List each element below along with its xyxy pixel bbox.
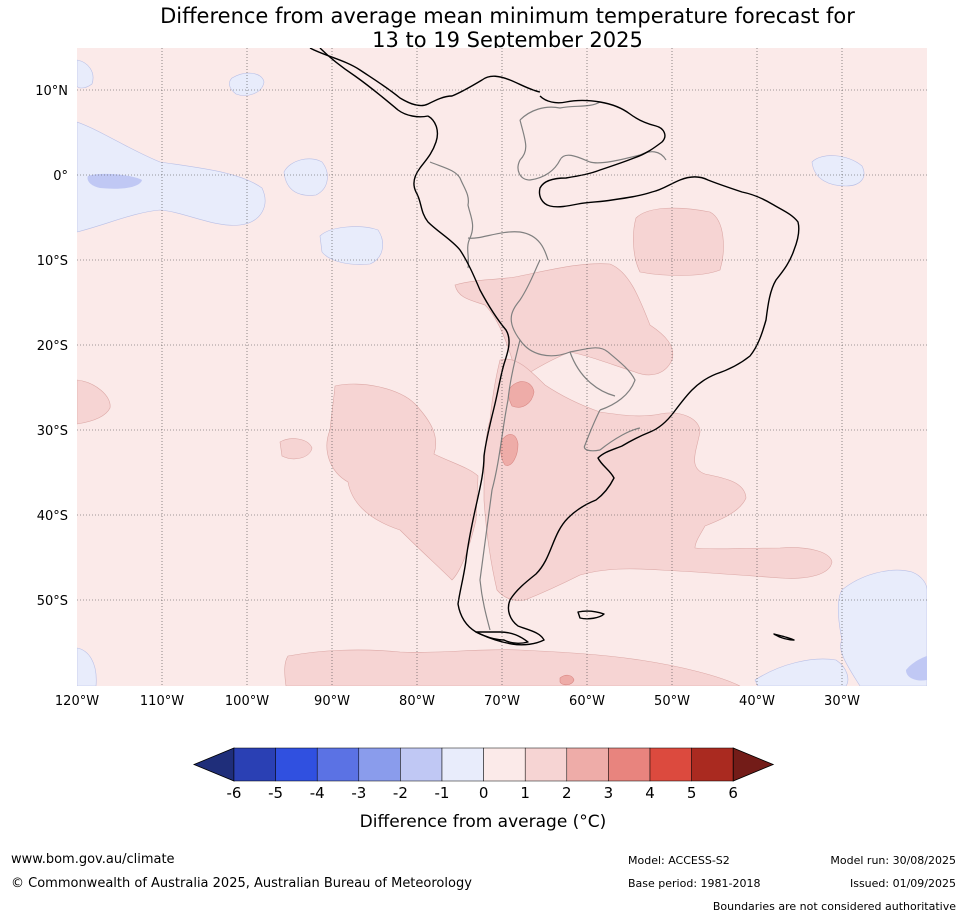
lon-label: 80°W: [399, 694, 435, 709]
colorbar-tick-label: -6: [227, 784, 242, 802]
cool-region-moderate-atlantic: [906, 656, 927, 681]
colorbar-swatch: [316, 747, 360, 782]
footer-model: Model: ACCESS-S2: [628, 854, 730, 867]
footer-model-run: Model run: 30/08/2025: [830, 854, 956, 867]
colorbar-tick-label: -3: [351, 784, 366, 802]
colorbar-extend-low: [192, 747, 235, 782]
lon-label: 100°W: [225, 694, 269, 709]
cool-region-pacific-north: [77, 59, 94, 89]
colorbar-tick-label: -1: [435, 784, 450, 802]
central-america-pacific-coast: [319, 48, 429, 118]
warm-region-southern-ocean: [284, 649, 741, 686]
warm-region-southeast-pacific: [326, 383, 479, 581]
lat-label: 10°N: [35, 84, 68, 99]
lon-label: 110°W: [140, 694, 184, 709]
latitude-labels: 10°N 0° 10°S 20°S 30°S 40°S 50°S: [35, 84, 68, 609]
colorbar-tick-label: 5: [687, 784, 697, 802]
cool-region-southeast-pacific: [77, 647, 97, 686]
warm-region-east-brazil: [633, 207, 724, 276]
colorbar-swatch: [441, 747, 484, 782]
colorbar-tick-label: 4: [645, 784, 655, 802]
colorbar-title: Difference from average (°C): [360, 812, 607, 832]
cool-region-small-north: [229, 72, 265, 96]
below-average-regions: [77, 59, 927, 686]
colorbar-swatch: [566, 747, 609, 782]
colorbar-swatch: [691, 747, 734, 782]
map-title-line1: Difference from average mean minimum tem…: [160, 4, 855, 28]
warm-region-pacific-west: [77, 379, 111, 425]
lon-label: 40°W: [739, 694, 775, 709]
lat-label: 0°: [53, 169, 68, 184]
map-panel: [77, 48, 927, 686]
moderate-cool-regions: [87, 173, 927, 681]
footer-disclaimer: Boundaries are not considered authoritat…: [712, 900, 956, 913]
colorbar-tick-label: 1: [520, 784, 530, 802]
cool-region-galapagos: [283, 158, 328, 196]
footer-base-period: Base period: 1981-2018: [628, 877, 761, 890]
footer-copyright: © Commonwealth of Australia 2025, Austra…: [11, 876, 472, 891]
cool-region-southwest-atlantic: [754, 658, 849, 686]
colorbar-swatch: [608, 747, 651, 782]
colorbar-swatch: [524, 747, 568, 782]
colorbar-tick-label: 3: [604, 784, 614, 802]
lon-label: 50°W: [654, 694, 690, 709]
falkland-islands-coast: [577, 610, 605, 620]
warm-region-andes-south: [500, 434, 519, 466]
cool-region-moderate-pacific: [87, 173, 142, 189]
cool-region-south-atlantic: [837, 569, 927, 686]
colorbar-tick-label: -2: [393, 784, 408, 802]
lat-label: 50°S: [37, 594, 68, 609]
country-borders: [429, 101, 667, 631]
warm-region-central-south-america: [454, 263, 674, 381]
colorbar-swatch: [483, 747, 526, 782]
map-title: Difference from average mean minimum tem…: [0, 4, 965, 52]
cool-region-atlantic-north: [811, 155, 865, 187]
tierra-del-fuego-coast: [475, 631, 529, 645]
colorbar-tick-label: 0: [479, 784, 489, 802]
cool-region-offshore-peru: [319, 226, 383, 265]
lat-label: 40°S: [37, 509, 68, 524]
south-america-coast: [413, 95, 800, 646]
footer-issued: Issued: 01/09/2025: [849, 877, 956, 890]
colorbar-tick-label: -4: [310, 784, 325, 802]
colorbar-tick-label: 2: [562, 784, 572, 802]
cool-region-eastern-pacific: [77, 121, 266, 233]
south-georgia-coast: [773, 633, 795, 641]
colorbar-swatch: [400, 747, 443, 782]
central-america-coast: [309, 48, 541, 107]
gridlines: [77, 48, 927, 686]
warm-region-southern-cone: [483, 358, 833, 601]
lon-label: 60°W: [569, 694, 605, 709]
above-average-regions: [77, 207, 833, 686]
colorbar-tick-label: 6: [728, 784, 738, 802]
lat-label: 30°S: [37, 424, 68, 439]
colorbar-tick-label: -5: [268, 784, 283, 802]
lon-label: 30°W: [824, 694, 860, 709]
lon-label: 120°W: [55, 694, 99, 709]
colorbar-extend-high: [732, 747, 775, 782]
colorbar-swatch: [275, 747, 318, 782]
lon-label: 90°W: [314, 694, 350, 709]
warm-region-southern-ocean-spot: [559, 674, 575, 686]
colorbar-legend: -6 -5 -4 -3 -2 -1 0 1 2 3 4 5 6: [192, 747, 775, 802]
lat-label: 10°S: [37, 254, 68, 269]
lon-label: 70°W: [484, 694, 520, 709]
coastlines: [309, 48, 800, 646]
colorbar-swatch: [358, 747, 401, 782]
lat-label: 20°S: [37, 339, 68, 354]
footer-url: www.bom.gov.au/climate: [11, 852, 175, 867]
colorbar-swatch: [649, 747, 692, 782]
colorbar-swatch: [233, 747, 276, 782]
longitude-labels: 120°W 110°W 100°W 90°W 80°W 70°W 60°W 50…: [55, 694, 860, 709]
warm-region-small-pacific: [279, 438, 313, 460]
strong-warm-regions: [500, 381, 575, 686]
